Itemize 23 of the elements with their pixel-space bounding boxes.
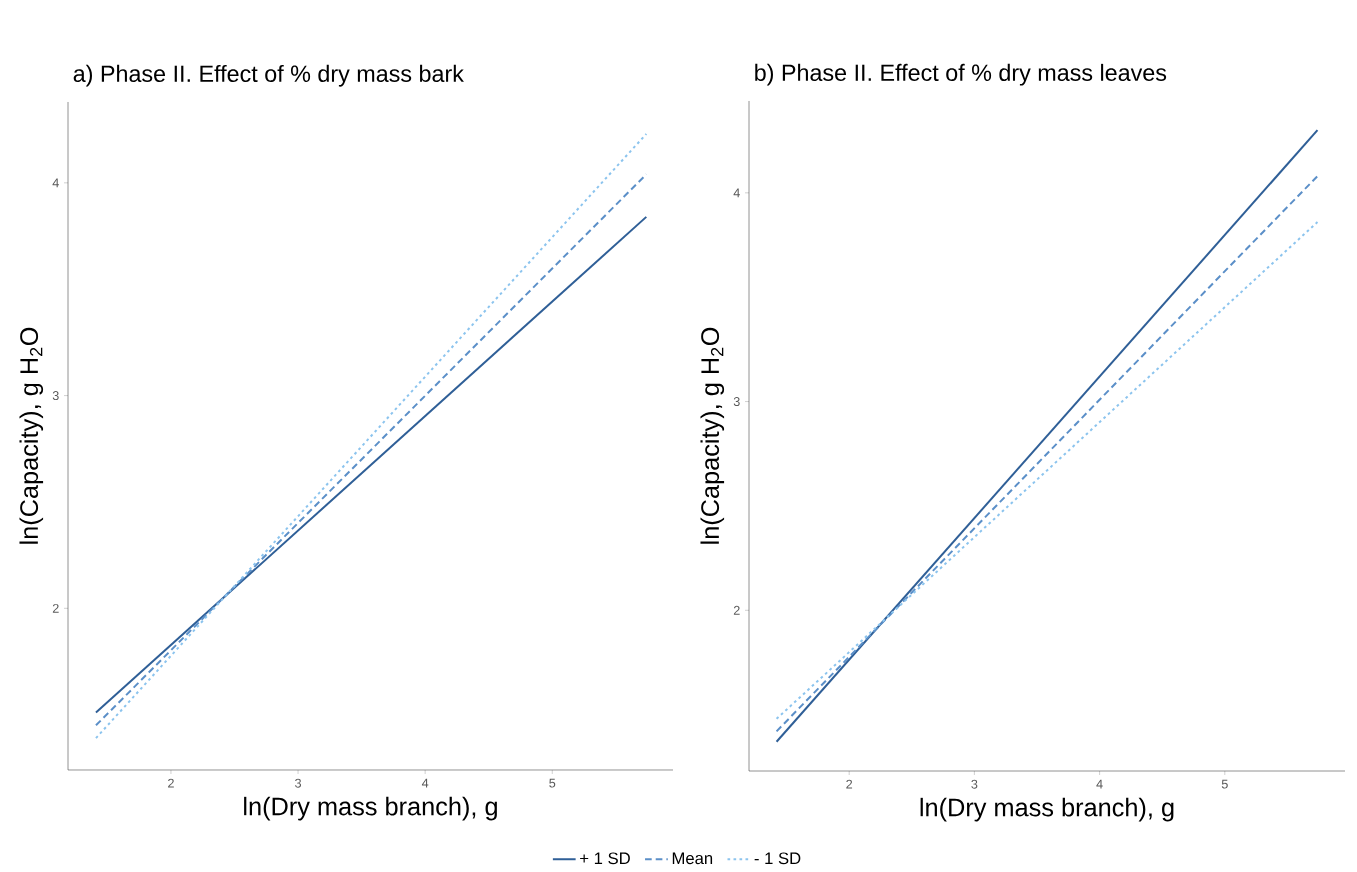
x-tick-label: 5: [549, 778, 556, 788]
y-tick-label: 3: [733, 397, 740, 407]
y-tick-label: 4: [52, 178, 59, 188]
y-tick-label: 2: [52, 603, 59, 613]
chart-title: b) Phase II. Effect of % dry mass leaves: [755, 63, 1167, 86]
x-tick-label: 5: [1221, 779, 1228, 789]
x-tick-label: 4: [421, 778, 429, 788]
y-axis-title: ln(Capacity), g H$_{2}$O: [19, 327, 44, 544]
y-tick-label: 3: [52, 391, 59, 401]
x-tick-label: 2: [168, 778, 174, 788]
y-tick-label: 4: [733, 188, 740, 198]
y-axis-title: ln(Capacity), g H$_{2}$O: [700, 327, 725, 544]
chart-title: a) Phase II. Effect of % dry mass bark: [73, 64, 464, 87]
legend-label: + 1 SD: [580, 852, 630, 865]
y-tick-label: 2: [733, 605, 740, 615]
legend-label: - 1 SD: [754, 852, 801, 865]
x-tick-label: 3: [971, 779, 978, 789]
x-axis-title: ln(Dry mass branch), g: [244, 796, 497, 821]
x-tick-label: 3: [295, 778, 302, 788]
x-axis-title: ln(Dry mass branch), g: [920, 797, 1174, 822]
legend-label: Mean: [672, 852, 713, 865]
x-tick-label: 4: [1096, 779, 1103, 789]
x-tick-label: 2: [846, 779, 853, 789]
